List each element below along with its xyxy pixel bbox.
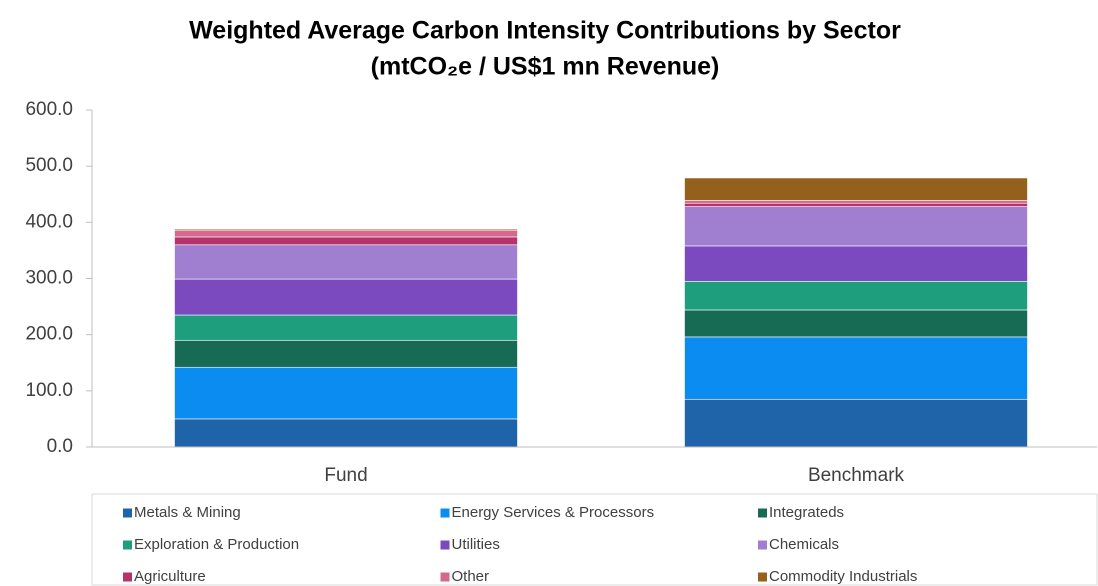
y-tick-label: 500.0 [25, 155, 73, 176]
y-tick-label: 300.0 [25, 268, 73, 289]
bar-segment [684, 206, 1028, 247]
x-tick-label: Benchmark [808, 465, 905, 486]
y-tick-label: 600.0 [25, 99, 73, 120]
bar-segment [174, 244, 518, 280]
legend-label: Agriculture [134, 568, 206, 585]
bar-segment [684, 202, 1028, 207]
y-tick-label: 0.0 [47, 436, 73, 457]
legend-label: Exploration & Production [134, 536, 299, 553]
bar-segment [684, 177, 1028, 201]
bar-segment [684, 336, 1028, 400]
y-tick-label: 200.0 [25, 324, 73, 345]
bar-segment [174, 229, 518, 238]
legend-marker [123, 540, 132, 550]
legend-marker [758, 508, 767, 518]
bar-segment [684, 398, 1028, 448]
legend-label: Commodity Industrials [769, 568, 917, 585]
chart-subtitle: (mtCO₂e / US$1 mn Revenue) [371, 53, 720, 81]
legend-marker [440, 572, 450, 582]
bar-segment [174, 366, 518, 420]
bar-segment [174, 339, 518, 368]
legend-marker [123, 572, 132, 582]
bar-segment [684, 281, 1028, 311]
bar-segment [174, 236, 518, 246]
legend-label: Integrateds [769, 504, 844, 521]
bar-segment [174, 228, 518, 231]
legend-label: Utilities [452, 536, 500, 553]
legend-label: Chemicals [769, 536, 839, 553]
bar-segment [684, 245, 1028, 282]
bar-segment [174, 418, 518, 448]
bar-segment [684, 200, 1028, 204]
legend-box [91, 493, 1098, 586]
bar-segment [174, 314, 518, 341]
y-tick-label: 400.0 [25, 211, 73, 232]
legend-marker [758, 572, 767, 582]
legend-marker [758, 540, 767, 550]
legend-label: Metals & Mining [134, 504, 241, 521]
bar-segment [174, 278, 518, 316]
legend-marker [440, 540, 450, 550]
legend-label: Energy Services & Processors [452, 504, 655, 521]
bar-segment [684, 309, 1028, 338]
legend-marker [440, 508, 450, 518]
y-tick-label: 100.0 [25, 380, 73, 401]
legend-label: Other [452, 568, 490, 585]
chart-title: Weighted Average Carbon Intensity Contri… [189, 17, 901, 45]
legend-marker [123, 508, 132, 518]
x-tick-label: Fund [324, 465, 367, 486]
